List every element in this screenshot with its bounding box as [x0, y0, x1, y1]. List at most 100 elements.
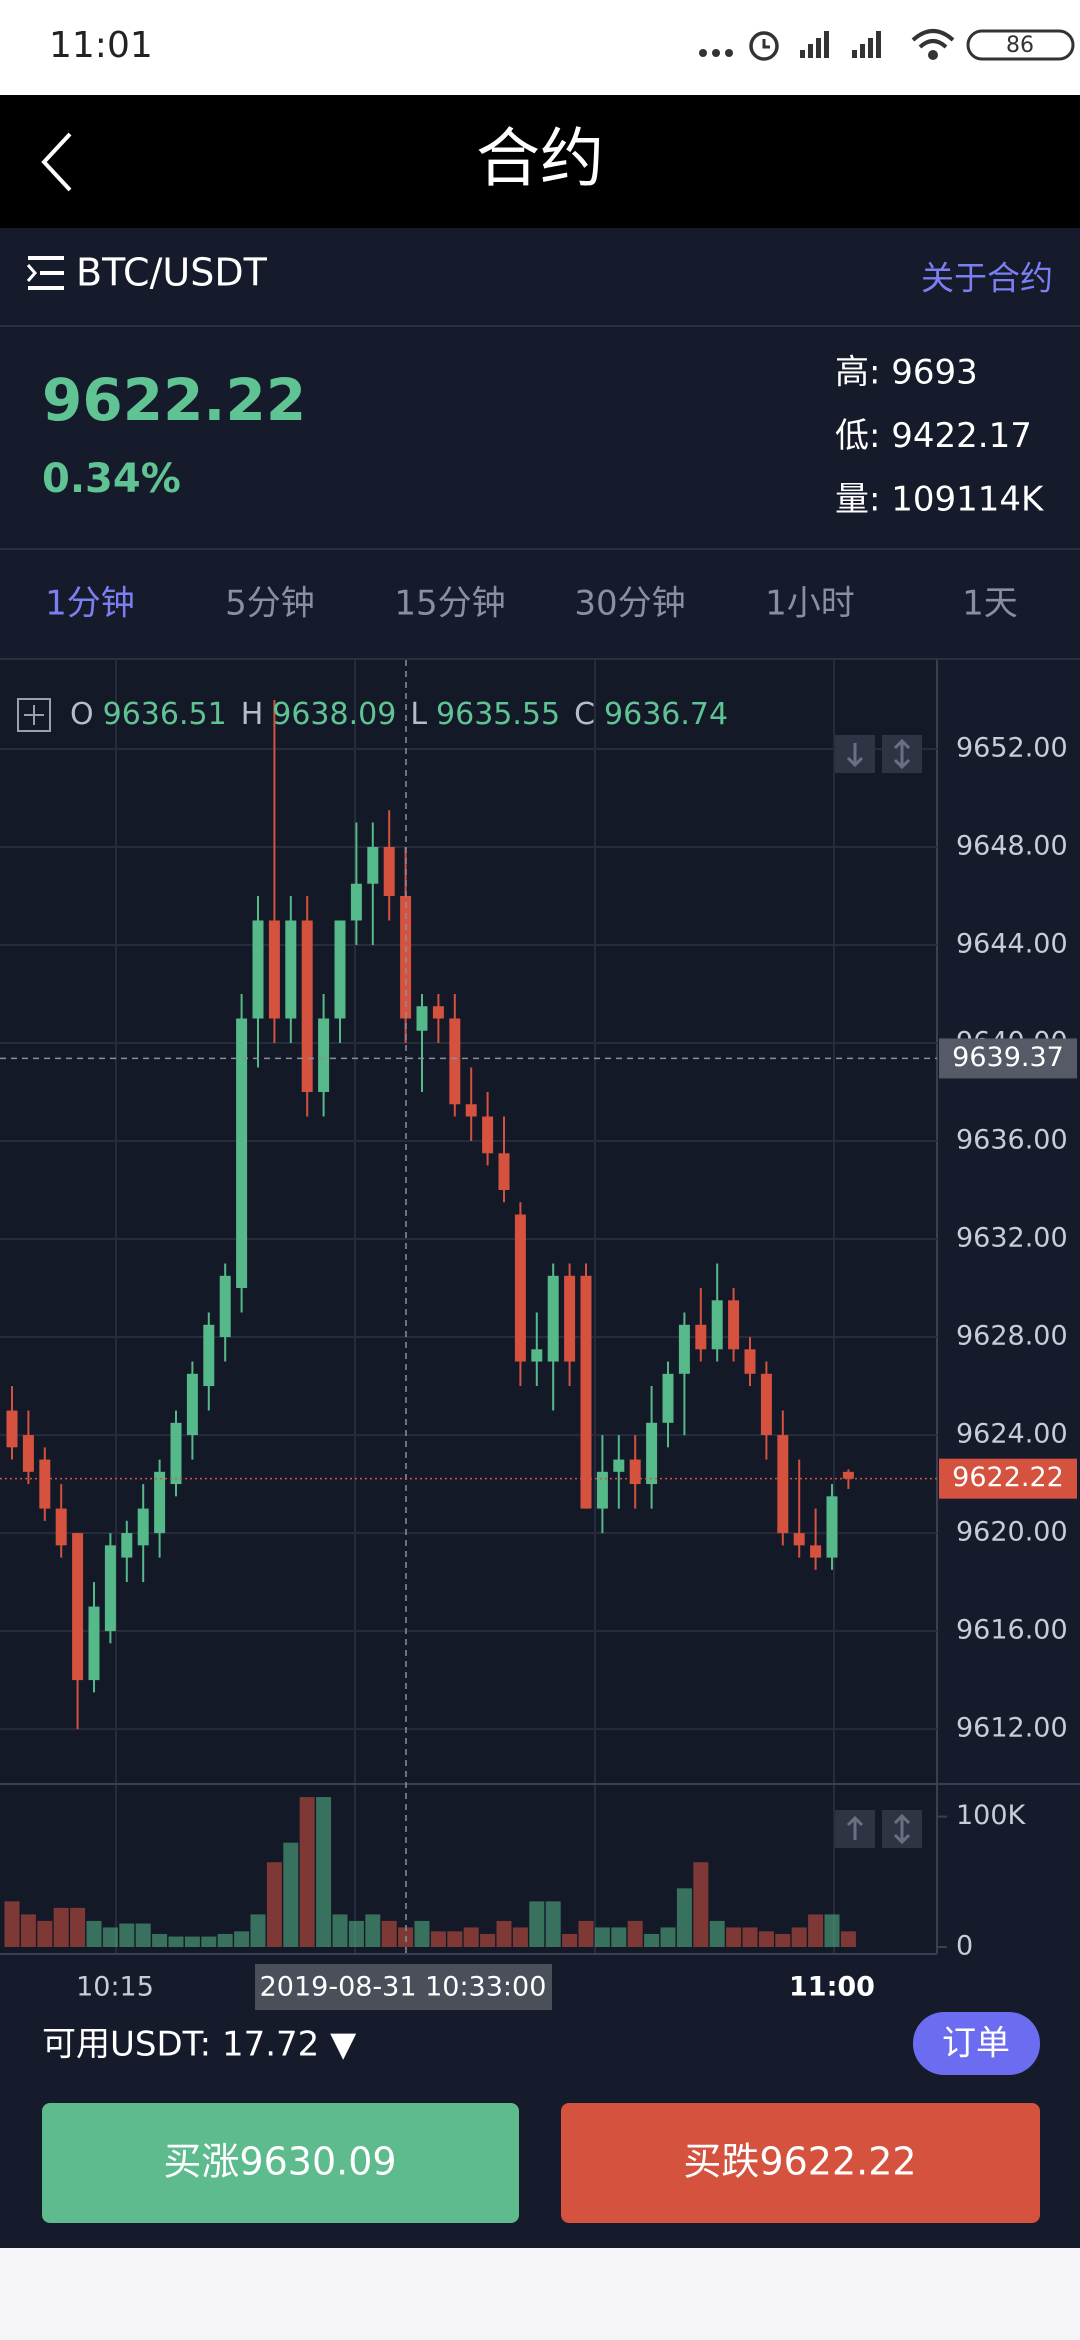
orders-label: 订单	[942, 2024, 1010, 2064]
volume-bar	[201, 1936, 217, 1947]
volume-bar	[430, 1931, 446, 1947]
menu-icon[interactable]	[26, 256, 64, 290]
indicator-toggle-icon	[24, 705, 44, 725]
buy-up-button[interactable]	[42, 2103, 519, 2223]
y-tick-label: 9648.00	[956, 830, 1068, 861]
ohlc-value: 9636.74	[604, 697, 728, 732]
candle-body	[465, 1104, 477, 1117]
candle-body	[350, 883, 362, 921]
candle-body	[219, 1275, 231, 1338]
volume-bar	[217, 1933, 233, 1947]
candle-body	[580, 1275, 592, 1509]
pane-buttons[interactable]	[835, 735, 922, 1848]
volume-bar	[512, 1927, 528, 1947]
buy-down-button[interactable]	[561, 2103, 1040, 2223]
volume-bar	[266, 1862, 282, 1947]
candle-body	[6, 1410, 18, 1448]
y-tick-label: 9616.00	[956, 1615, 1068, 1646]
stat: 低: 9422.17	[835, 416, 1032, 456]
candle-body	[22, 1435, 34, 1472]
volume-bar	[168, 1936, 184, 1947]
volume-bar	[4, 1901, 20, 1947]
candle-body	[285, 920, 297, 1019]
last-price-box	[939, 1458, 1077, 1499]
orders-button[interactable]	[913, 2012, 1040, 2075]
candle-body	[777, 1435, 789, 1534]
candle-body	[170, 1422, 182, 1485]
candle-body	[711, 1300, 723, 1350]
volume-bar	[283, 1842, 299, 1947]
volume-bar	[824, 1914, 840, 1947]
volume-bar	[480, 1933, 496, 1947]
candle-body	[842, 1471, 854, 1479]
interval-tab[interactable]: 1天	[962, 584, 1018, 624]
candle-body	[121, 1533, 133, 1558]
pair-name[interactable]: BTC/USDT	[76, 251, 268, 295]
buy-down-label: 买跌9622.22	[683, 2140, 916, 2184]
candle-body	[154, 1471, 166, 1534]
candle-body	[613, 1459, 625, 1472]
last-price-label: 9622.22	[952, 1462, 1064, 1493]
candle-body	[432, 1006, 444, 1019]
candle-body	[268, 920, 280, 1019]
ohlc-legend: O 9636.51 H 9638.09 L 9635.55 C 9636.74	[70, 697, 728, 732]
volume-bar	[234, 1931, 250, 1947]
ohlc-label: O	[70, 697, 94, 732]
volume-bar	[365, 1914, 381, 1947]
volume-bar	[332, 1914, 348, 1947]
volume-bar	[119, 1923, 135, 1947]
candle-body	[514, 1214, 526, 1362]
candle-body	[810, 1545, 822, 1558]
interval-tab[interactable]: 5分钟	[225, 584, 315, 624]
ohlc-label: L	[410, 697, 427, 732]
volume-bar	[102, 1927, 118, 1947]
candle-body	[646, 1422, 658, 1485]
volume-bar	[594, 1927, 610, 1947]
volume-bar	[840, 1931, 856, 1947]
interval-tab[interactable]: 1小时	[765, 584, 855, 624]
candle-body	[760, 1373, 772, 1436]
volume-bar	[496, 1920, 512, 1947]
volume-bar	[381, 1920, 397, 1947]
candle-body	[334, 920, 346, 1019]
candle-body	[367, 846, 379, 884]
ohlc-label: H	[241, 697, 264, 732]
candle-body	[301, 920, 313, 1093]
volume-bar	[463, 1927, 479, 1947]
volume-bar	[152, 1933, 168, 1947]
candle-body	[662, 1373, 674, 1423]
volume-bar	[627, 1920, 643, 1947]
interval-tab[interactable]: 1分钟	[45, 584, 135, 624]
candle-body	[744, 1349, 756, 1374]
y-tick-label: 9632.00	[956, 1223, 1068, 1254]
candle-body	[137, 1508, 149, 1546]
interval-tabs: 1分钟 5分钟 15分钟 30分钟 1小时 1天	[45, 584, 1018, 624]
y-tick-label: 9620.00	[956, 1517, 1068, 1548]
last-price: 9622.22	[42, 366, 306, 434]
indicator-toggle[interactable]	[17, 698, 51, 732]
y-tick-label: 9612.00	[956, 1713, 1068, 1744]
candle-body	[629, 1459, 641, 1485]
interval-tab[interactable]: 15分钟	[394, 584, 505, 624]
about-link[interactable]: 关于合约	[921, 259, 1053, 298]
stat: 量: 109114K	[835, 480, 1045, 520]
volume-bar	[37, 1920, 53, 1947]
battery-icon	[966, 29, 1075, 61]
nav-bar	[0, 2248, 1080, 2340]
volume-bar	[758, 1931, 774, 1947]
balance[interactable]: 可用USDT: 17.72 ▼	[42, 2025, 357, 2065]
volume-bar	[135, 1923, 151, 1947]
status-bar	[0, 0, 1080, 95]
y-tick-label: 9644.00	[956, 928, 1068, 959]
back-button[interactable]	[41, 132, 72, 192]
volume-bars	[4, 1797, 856, 1947]
interval-tab[interactable]: 30分钟	[574, 584, 685, 624]
chart-overlay: 9639.37 9622.22 10:15 11:00 2019-08-31 10:33…	[0, 660, 1077, 2010]
volume-bar	[693, 1862, 709, 1947]
y-tick-label: 9636.00	[956, 1125, 1068, 1156]
volume-bar	[529, 1901, 545, 1947]
y-tick-label: 9628.00	[956, 1321, 1068, 1352]
volume-bar	[775, 1933, 791, 1947]
candle-body	[39, 1459, 51, 1509]
